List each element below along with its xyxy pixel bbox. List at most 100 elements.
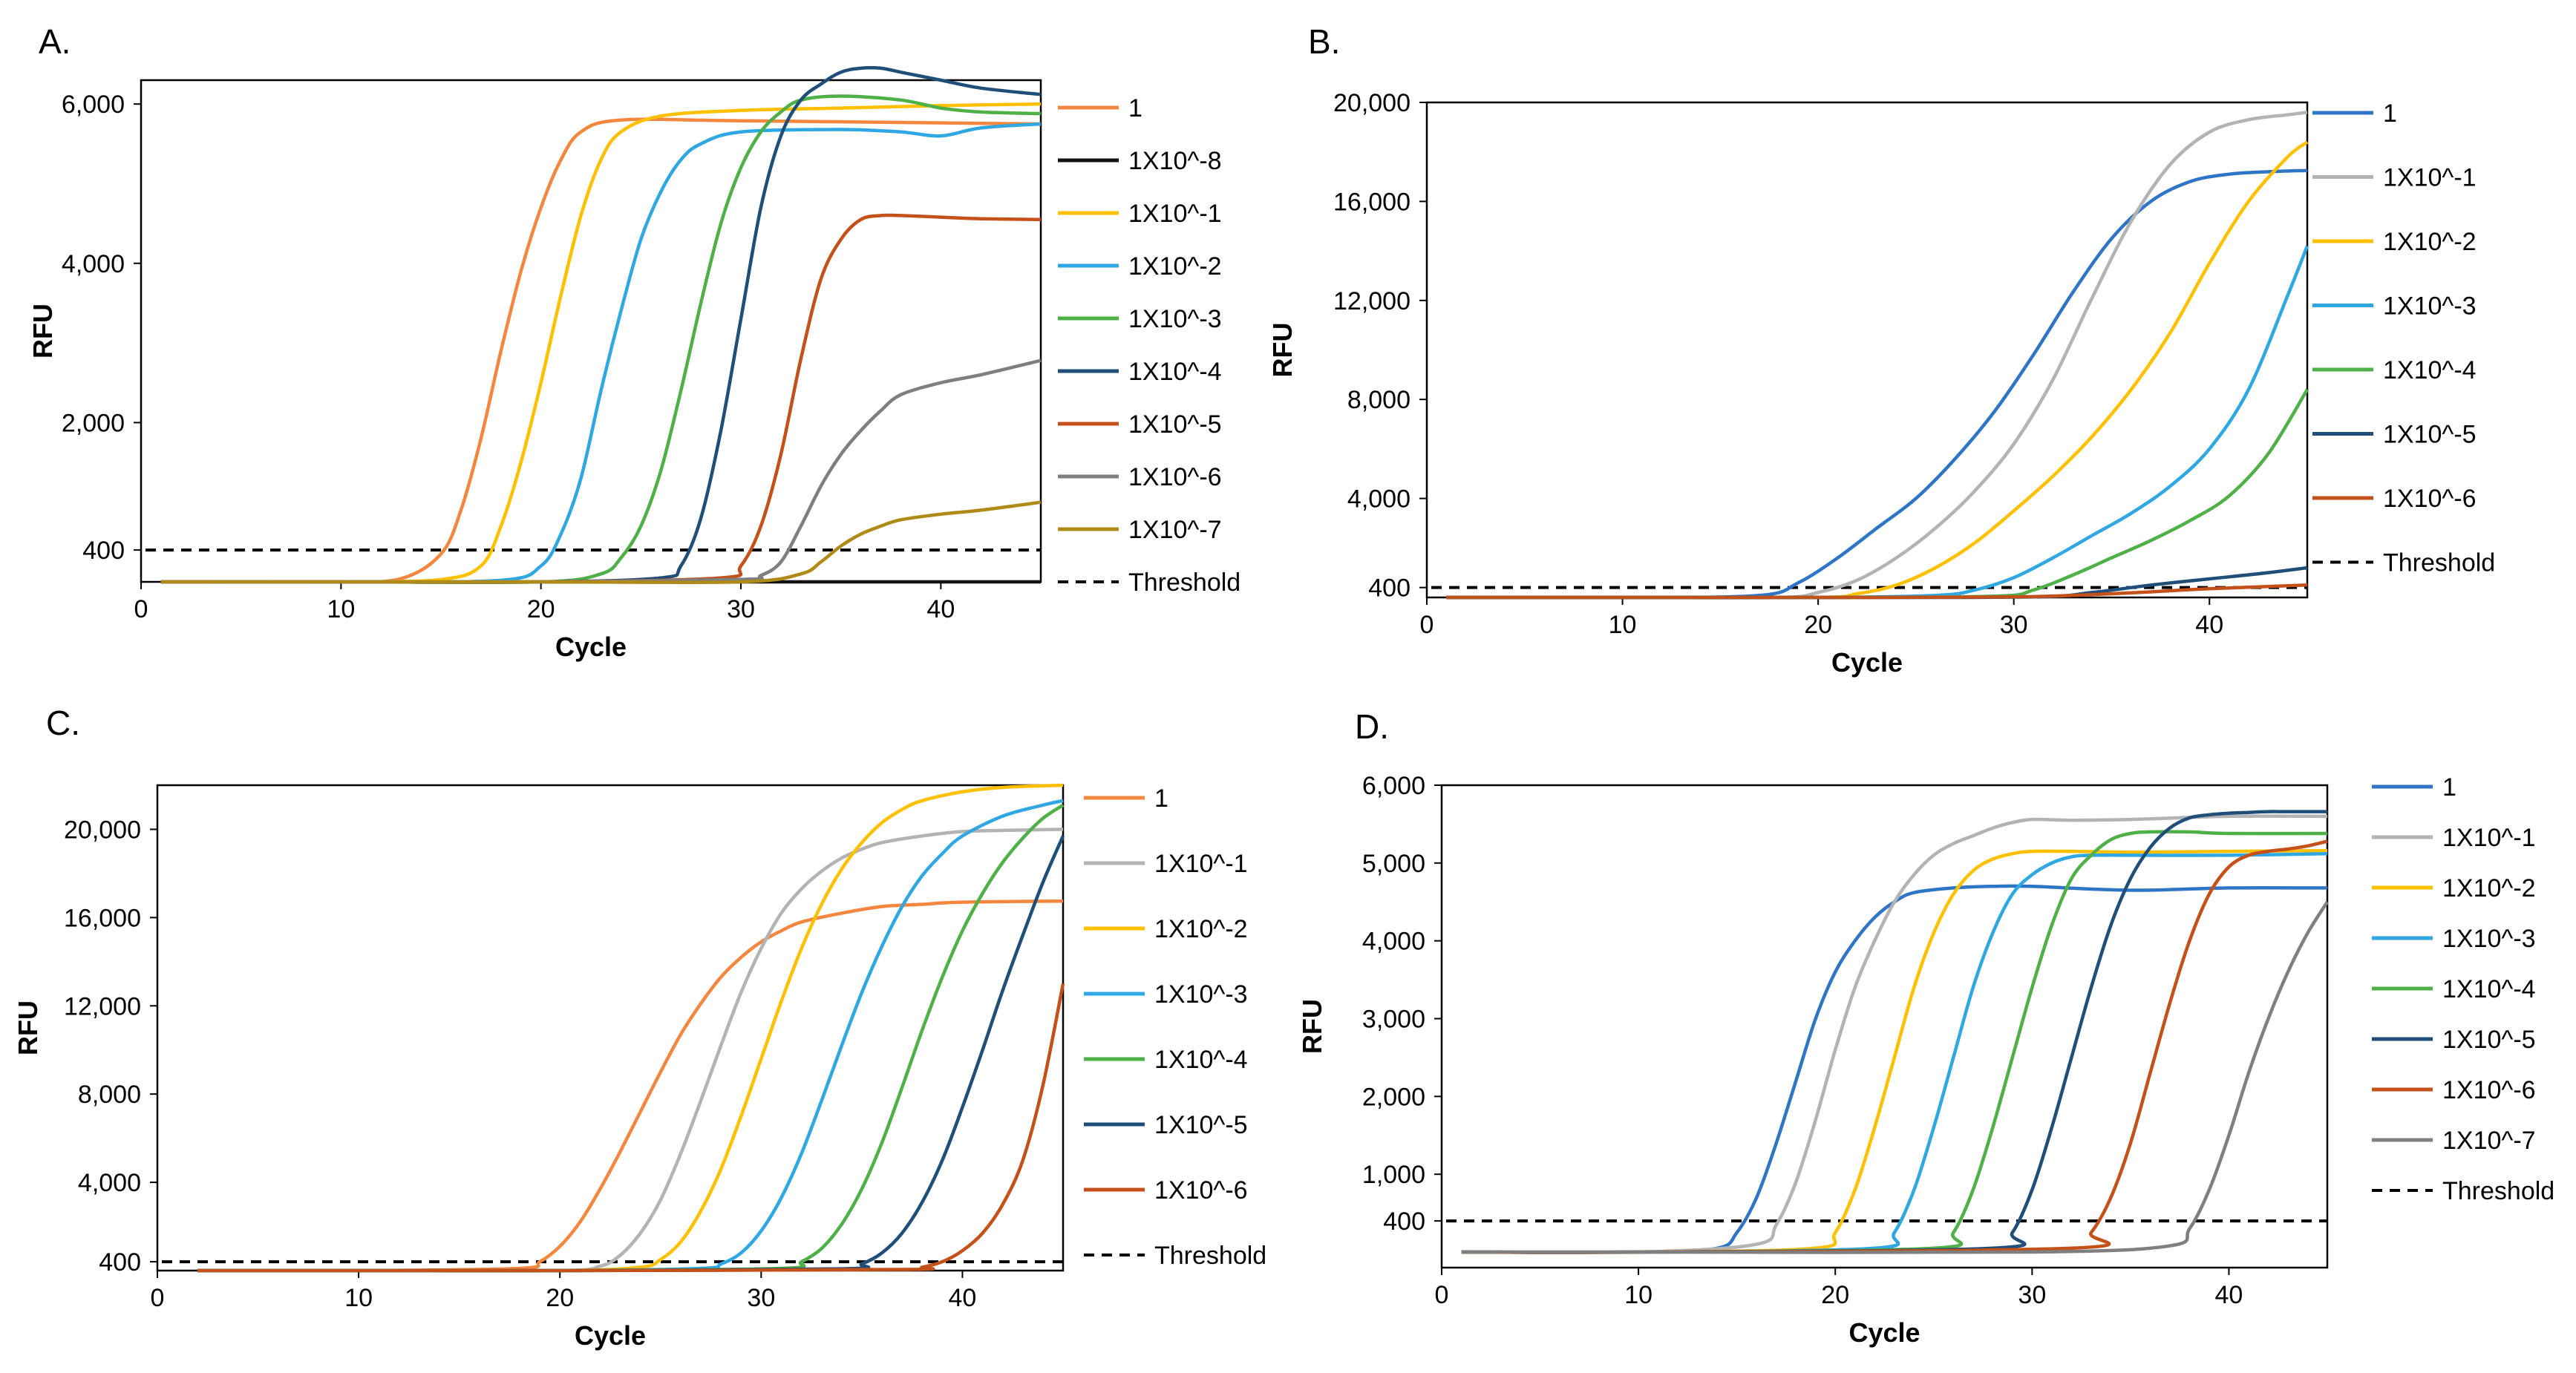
x-tick-label: 20 — [527, 595, 555, 623]
y-tick-label: 2,000 — [62, 409, 125, 437]
series-line — [1461, 848, 2328, 1254]
y-tick-label: 4,000 — [1347, 485, 1410, 514]
legend-label: 1X10^-1 — [1128, 200, 1222, 228]
y-tick-label: 5,000 — [1362, 850, 1425, 878]
legend-label: 1X10^-3 — [2383, 292, 2477, 321]
legend-label: 1X10^-4 — [1128, 358, 1222, 386]
x-tick-label: 10 — [344, 1284, 373, 1312]
series-line — [1461, 901, 2329, 1254]
series-line — [197, 828, 1064, 1273]
x-tick-label: 10 — [1609, 611, 1637, 639]
legend-label: Threshold — [2383, 549, 2495, 577]
y-tick-label: 20,000 — [1333, 89, 1410, 117]
x-axis-label: Cycle — [1831, 647, 1903, 678]
x-axis-label: Cycle — [575, 1320, 646, 1351]
series-line — [197, 783, 1064, 1273]
y-tick-label: 12,000 — [64, 992, 141, 1020]
series-line — [1446, 566, 2308, 600]
y-tick-label: 2,000 — [1362, 1083, 1425, 1111]
legend-label: 1X10^-5 — [1128, 410, 1222, 439]
x-tick-label: 0 — [134, 595, 148, 623]
y-tick-label: 3,000 — [1362, 1006, 1425, 1034]
x-tick-label: 0 — [1435, 1281, 1449, 1309]
legend-label: 1X10^-6 — [1128, 463, 1222, 491]
series-line — [197, 803, 1065, 1273]
series-line — [1461, 810, 2327, 1254]
legend-label: 1 — [2442, 773, 2456, 802]
y-tick-label: 12,000 — [1333, 287, 1410, 315]
x-tick-label: 20 — [1804, 611, 1832, 639]
legend-label: 1X10^-4 — [2383, 356, 2477, 384]
y-tick-label: 400 — [99, 1248, 141, 1277]
series-line — [1446, 168, 2308, 600]
legend-label: 1X10^-6 — [2383, 485, 2477, 513]
legend-label: 1X10^-2 — [1128, 252, 1222, 281]
series-line — [1461, 884, 2328, 1254]
legend-label: Threshold — [1154, 1242, 1266, 1270]
x-tick-label: 40 — [2195, 611, 2223, 639]
x-tick-label: 40 — [2215, 1281, 2243, 1309]
series-line — [1446, 583, 2308, 600]
y-tick-label: 6,000 — [62, 91, 125, 119]
legend-label: 1X10^-5 — [1154, 1111, 1248, 1139]
series-line — [160, 102, 1042, 584]
series-line — [197, 835, 1065, 1273]
legend-label: 1X10^-7 — [1128, 516, 1222, 544]
panel-3: D. 0 10 20 30 40 400 1,000 2,000 3,000 4,000 5,000 6… — [1297, 707, 2554, 1348]
legend-label: 1 — [1154, 784, 1168, 813]
legend-label: 1X10^-3 — [1154, 980, 1248, 1009]
series-line — [1461, 830, 2328, 1254]
legend-label: 1 — [1128, 94, 1142, 122]
plot-frame — [1425, 101, 2309, 599]
legend-label: 1X10^-1 — [2383, 164, 2477, 192]
legend-label: 1X10^-2 — [1154, 915, 1248, 943]
legend-label: 1X10^-7 — [2442, 1127, 2536, 1155]
y-tick-label: 20,000 — [64, 816, 141, 844]
x-axis-label: Cycle — [555, 632, 627, 662]
panel-0: A. 0 10 20 30 40 400 2,000 4,000 6,000 Cycle RFU 1 1X… — [27, 22, 1240, 662]
legend-label: 1X10^-1 — [1154, 850, 1248, 878]
x-tick-label: 20 — [1821, 1281, 1849, 1309]
x-tick-label: 10 — [327, 595, 355, 623]
series-line — [197, 799, 1064, 1273]
x-tick-label: 40 — [926, 595, 955, 623]
legend-label: Threshold — [1128, 568, 1240, 597]
y-tick-label: 8,000 — [78, 1081, 141, 1109]
y-axis-label: RFU — [27, 304, 58, 358]
series-line — [160, 122, 1042, 584]
legend-label: 1X10^-3 — [1128, 305, 1222, 333]
plot-frame — [140, 79, 1042, 583]
y-tick-label: 4,000 — [78, 1169, 141, 1197]
panel-label: A. — [39, 22, 71, 61]
x-tick-label: 40 — [949, 1284, 977, 1312]
legend-label: 1X10^-2 — [2442, 874, 2536, 902]
x-tick-label: 0 — [151, 1284, 165, 1312]
y-axis-label: RFU — [13, 1000, 43, 1055]
legend-label: 1 — [2383, 99, 2397, 128]
legend-label: 1X10^-8 — [1128, 147, 1222, 175]
series-line — [160, 117, 1042, 584]
y-tick-label: 6,000 — [1362, 772, 1425, 800]
series-line — [197, 983, 1065, 1273]
y-tick-label: 1,000 — [1362, 1161, 1425, 1189]
legend-label: 1X10^-2 — [2383, 228, 2477, 256]
y-tick-label: 16,000 — [1333, 188, 1410, 216]
series-line — [1446, 245, 2309, 600]
series-line — [1446, 388, 2309, 600]
y-tick-label: 400 — [1383, 1207, 1425, 1236]
y-tick-label: 16,000 — [64, 904, 141, 932]
panel-1: B. 0 10 20 30 40 400 4,000 8,000 12,000 16,000 20,0… — [1267, 22, 2495, 678]
series-line — [160, 500, 1042, 585]
plot-frame — [156, 784, 1065, 1272]
x-tick-label: 30 — [2000, 611, 2028, 639]
x-tick-label: 20 — [546, 1284, 574, 1312]
plot-frame — [1440, 784, 2329, 1269]
legend-label: 1X10^-4 — [2442, 975, 2536, 1003]
legend-label: 1X10^-3 — [2442, 925, 2536, 953]
x-tick-label: 30 — [2018, 1281, 2046, 1309]
legend-label: 1X10^-1 — [2442, 824, 2536, 852]
legend-label: Threshold — [2442, 1177, 2554, 1205]
legend-label: 1X10^-5 — [2442, 1026, 2536, 1054]
legend-label: 1X10^-4 — [1154, 1046, 1248, 1074]
y-tick-label: 400 — [1368, 574, 1410, 603]
